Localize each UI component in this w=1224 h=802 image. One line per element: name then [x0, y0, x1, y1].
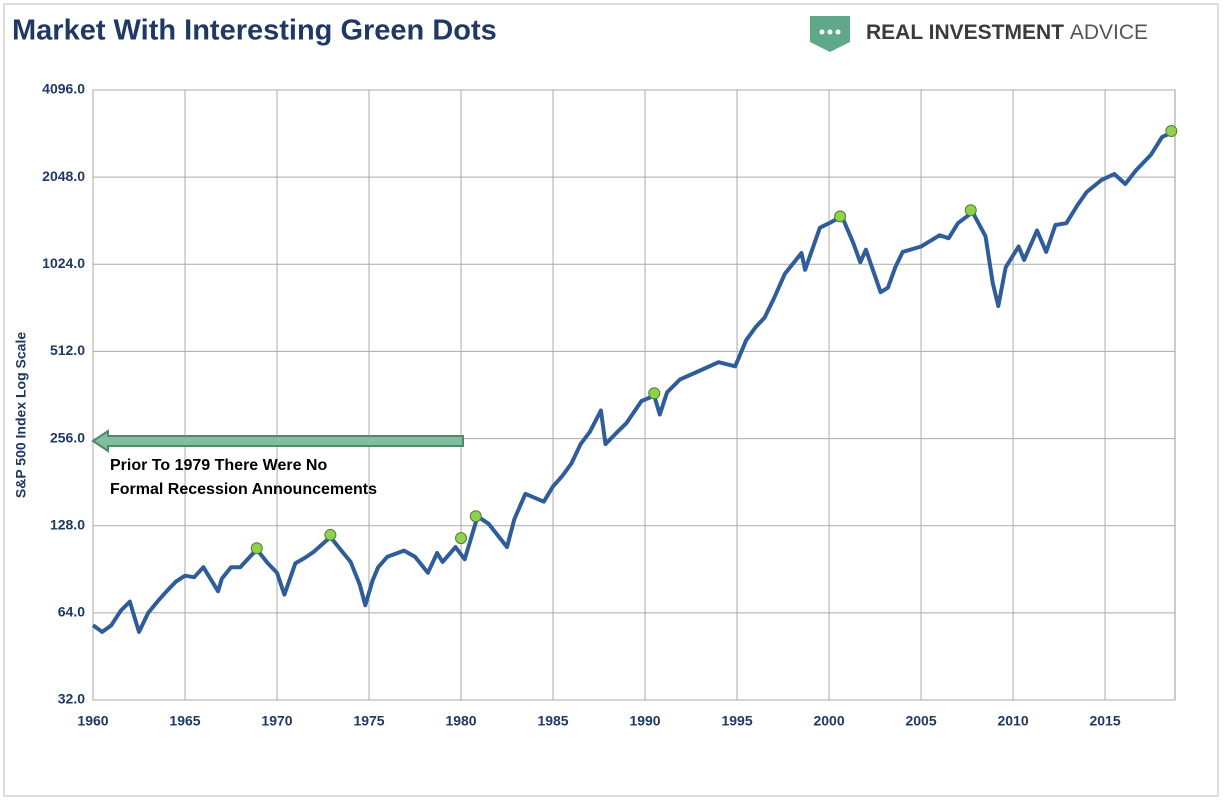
annotation-text: Prior To 1979 There Were No — [110, 457, 327, 474]
x-tick-label: 1985 — [537, 713, 568, 729]
logo-dot — [827, 29, 833, 35]
green-dot — [250, 542, 263, 555]
green-dot — [469, 510, 482, 523]
green-dot — [1165, 125, 1178, 138]
x-tick-label: 1960 — [77, 713, 108, 729]
green-dot — [834, 210, 847, 223]
y-tick-label: 1024.0 — [42, 255, 85, 271]
logo: REAL INVESTMENT ADVICE — [810, 16, 1148, 52]
logo-dot — [835, 29, 841, 35]
logo-part: ADVICE — [1070, 21, 1148, 44]
y-tick-label: 64.0 — [58, 604, 85, 620]
logo-part: REAL INVESTMENT — [866, 21, 1064, 44]
x-tick-label: 1980 — [445, 713, 476, 729]
frame — [3, 3, 1219, 797]
y-tick-label: 512.0 — [50, 342, 85, 358]
logo-dot — [819, 29, 825, 35]
arrow — [91, 429, 464, 453]
plot: 32.0 64.0 128.0 256.0 512.0 1024.0 2048.0 4096.… — [42, 81, 1178, 729]
y-tick-label: 32.0 — [58, 691, 85, 707]
x-tick-label: 2005 — [905, 713, 936, 729]
y-tick-label: 128.0 — [50, 516, 85, 532]
x-tick-label: 2015 — [1089, 713, 1120, 729]
y-tick-label: 256.0 — [50, 429, 85, 445]
x-tick-label: 1975 — [353, 713, 384, 729]
green-dot — [324, 528, 337, 541]
annotation-text: Formal Recession Announcements — [110, 481, 377, 498]
x-tick-label: 1965 — [169, 713, 200, 729]
chart-title: Market With Interesting Green Dots — [12, 15, 497, 47]
x-tick-label: 1970 — [261, 713, 292, 729]
y-axis-label: S&P 500 Index Log Scale — [13, 332, 29, 498]
green-dot — [964, 204, 977, 217]
x-tick-label: 2000 — [813, 713, 844, 729]
annotation: Prior To 1979 There Were No Formal Reces… — [91, 429, 464, 498]
logo-text: REAL INVESTMENT ADVICE — [866, 21, 1148, 44]
x-tick-label: 1990 — [629, 713, 660, 729]
y-tick-label: 2048.0 — [42, 168, 85, 184]
x-tick-label: 1995 — [721, 713, 752, 729]
x-tick-label: 2010 — [997, 713, 1028, 729]
green-dot — [455, 532, 468, 545]
green-dot — [648, 387, 661, 400]
y-tick-label: 4096.0 — [42, 81, 85, 97]
